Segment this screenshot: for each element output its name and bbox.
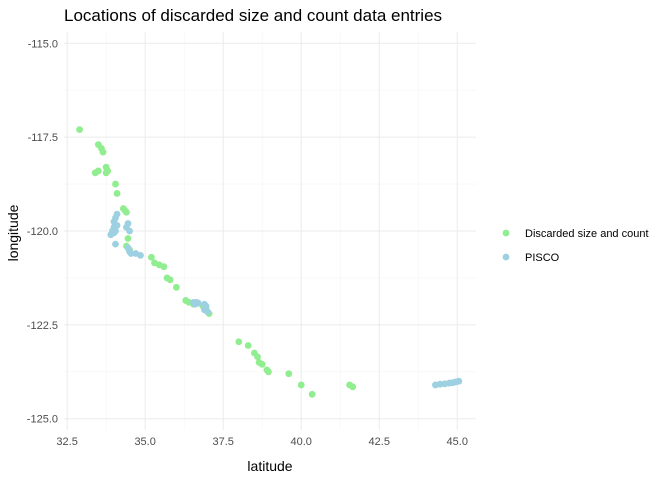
data-point [126, 227, 133, 235]
chart-title: Locations of discarded size and count da… [64, 6, 442, 25]
y-tick-label: -120.0 [27, 226, 58, 238]
data-point [147, 253, 155, 261]
x-tick-label: 37.5 [212, 436, 233, 448]
legend-item: PISCO [502, 252, 560, 264]
data-point [166, 276, 174, 284]
data-point [112, 240, 119, 248]
y-tick-label: -125.0 [27, 414, 58, 426]
data-point [204, 308, 211, 316]
data-point [102, 169, 110, 177]
x-tick-label: 35.0 [134, 436, 155, 448]
data-point [455, 377, 463, 385]
data-point [194, 299, 202, 307]
data-point [76, 126, 84, 134]
data-point [94, 167, 102, 175]
x-tick-label: 32.5 [56, 436, 77, 448]
x-axis-title: latitude [247, 458, 292, 474]
x-tick-label: 45.0 [447, 436, 468, 448]
legend-label: PISCO [525, 252, 560, 264]
data-point [124, 235, 132, 242]
data-point [349, 383, 357, 391]
data-point [235, 338, 243, 346]
plot-panel [64, 32, 476, 430]
data-point [99, 148, 107, 156]
y-tick-label: -122.5 [27, 320, 58, 332]
series-1-points [107, 210, 463, 389]
data-point [113, 190, 121, 197]
legend-key [502, 253, 510, 261]
data-point [127, 250, 135, 257]
data-point [112, 180, 119, 188]
data-point [121, 206, 129, 214]
data-point [113, 221, 121, 229]
data-point [308, 390, 316, 398]
x-tick-label: 42.5 [369, 436, 390, 448]
data-point [254, 353, 261, 361]
data-point [297, 381, 305, 389]
y-axis-title: longitude [5, 204, 21, 261]
x-axis: 32.5 35.0 37.5 40.0 42.5 45.0 [56, 436, 468, 448]
y-tick-label: -117.5 [28, 132, 58, 144]
legend: Discarded size and count PISCO [502, 228, 649, 264]
series-0-points [76, 126, 357, 398]
x-tick-label: 40.0 [291, 436, 312, 448]
legend-item: Discarded size and count [502, 228, 649, 240]
legend-label: Discarded size and count [525, 228, 649, 240]
legend-key [502, 229, 510, 237]
y-tick-label: -115.0 [28, 38, 58, 50]
data-point [265, 368, 272, 376]
data-point [112, 227, 119, 235]
data-point [137, 252, 144, 259]
data-point [160, 263, 168, 271]
data-point [244, 342, 252, 349]
data-point [258, 360, 266, 368]
data-point [285, 370, 293, 378]
data-point [172, 283, 180, 291]
y-axis: -125.0 -122.5 -120.0 -117.5 -115.0 [27, 38, 58, 425]
